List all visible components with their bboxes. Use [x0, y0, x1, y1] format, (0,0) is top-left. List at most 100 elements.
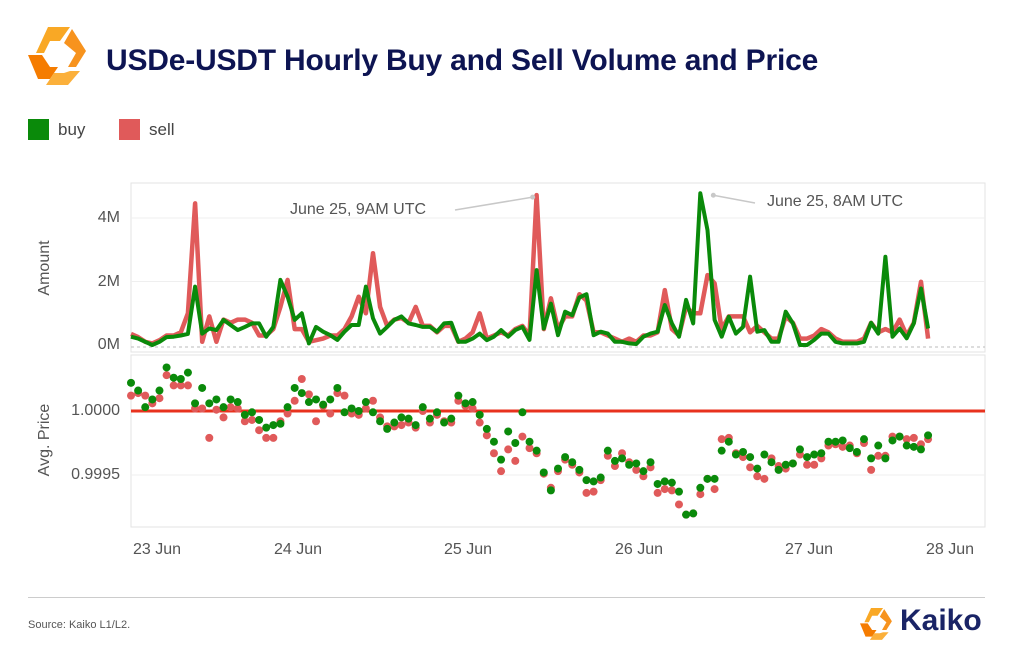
price-dot-sell [155, 394, 164, 403]
price-dot-buy [233, 398, 242, 407]
price-dot-sell [760, 474, 769, 483]
price-dot-buy [368, 408, 377, 417]
x-tick-label: 24 Jun [274, 541, 323, 558]
price-dot-sell [746, 463, 755, 472]
volume-line-buy [130, 191, 931, 347]
price-dot-buy [739, 447, 748, 456]
price-dot-buy [781, 460, 790, 469]
price-dot-buy [340, 408, 349, 417]
price-dot-buy [731, 450, 740, 459]
legend-label-buy: buy [58, 119, 86, 139]
price-dot-buy [539, 468, 548, 477]
price-dot-sell [361, 404, 370, 413]
price-dot-sell [262, 433, 271, 442]
price-dot-sell [340, 391, 349, 400]
price-dot-sell [653, 488, 662, 497]
price-dot-buy [682, 510, 691, 519]
x-tick-label: 26 Jun [615, 541, 664, 558]
price-dot-buy [518, 408, 527, 417]
price-dot-buy [674, 487, 683, 496]
price-dot-buy [653, 479, 662, 488]
price-dot-sell [482, 431, 491, 440]
price-dot-buy [255, 415, 264, 424]
price-dot-buy [240, 410, 249, 419]
price-dot-buy [411, 421, 420, 430]
price-dot-buy [354, 407, 363, 415]
price-dot-buy [155, 386, 164, 395]
price-dot-buy [696, 483, 705, 492]
price-dot-buy [489, 437, 498, 446]
price-dot-buy [361, 398, 370, 407]
y-tick-label: 0M [97, 336, 120, 353]
price-dot-buy [525, 437, 534, 446]
price-dot-sell [141, 391, 150, 400]
annotation-arrow-head [530, 194, 536, 200]
price-dot-buy [262, 423, 271, 432]
annotation-arrow [713, 194, 756, 204]
price-dot-buy [760, 450, 769, 459]
price-dot-buy [532, 446, 541, 455]
price-dot-sell [255, 426, 264, 435]
price-dot-buy [176, 375, 185, 383]
price-dot-buy [703, 474, 712, 483]
x-tick-label: 27 Jun [785, 541, 834, 558]
price-dot-buy [646, 458, 655, 467]
price-dot-sell [667, 486, 676, 495]
price-dot-sell [269, 433, 278, 442]
price-dot-sell [312, 417, 321, 426]
price-dot-buy [383, 424, 392, 433]
price-dot-buy [418, 403, 427, 412]
price-dot-sell [297, 375, 306, 383]
price-dot-buy [134, 386, 143, 395]
price-dot-buy [689, 509, 698, 518]
price-panel-frame [130, 354, 986, 528]
price-dot-buy [219, 403, 228, 412]
price-dot-buy [433, 408, 442, 417]
price-dot-buy [803, 453, 812, 462]
price-dot-sell [468, 404, 477, 413]
price-dot-buy [304, 398, 313, 407]
price-dot-buy [283, 403, 292, 412]
price-dot-sell [183, 381, 192, 390]
price-dot-buy [845, 444, 854, 453]
price-dot-sell [475, 418, 484, 427]
price-dot-buy [639, 467, 648, 476]
legend-item-sell[interactable]: sell [119, 119, 175, 140]
price-dot-buy [916, 445, 925, 454]
price-dot-buy [774, 465, 783, 474]
price-dot-buy [475, 410, 484, 419]
legend-item-buy[interactable]: buy [28, 119, 85, 140]
price-dot-buy [198, 383, 207, 392]
price-dot-buy [162, 363, 171, 372]
price-dot-sell [909, 433, 918, 442]
price-dot-buy [454, 391, 463, 400]
price-dot-buy [788, 459, 797, 468]
price-dot-sell [233, 404, 242, 413]
price-dot-buy [425, 414, 434, 423]
price-dot-buy [568, 458, 577, 467]
price-dot-buy [183, 368, 192, 377]
price-dot-buy [554, 464, 562, 473]
legend-label-sell: sell [149, 119, 175, 139]
price-dot-buy [333, 383, 342, 392]
price-dot-buy [589, 477, 598, 486]
annotation-arrow [454, 196, 533, 211]
price-dot-buy [852, 447, 861, 456]
price-dot-buy [625, 460, 634, 469]
price-dot-buy [838, 436, 847, 445]
price-dot-buy [895, 432, 904, 441]
price-dot-buy [618, 454, 627, 463]
price-dot-buy [867, 454, 876, 463]
price-dot-sell [810, 460, 819, 469]
price-dot-buy [127, 378, 135, 387]
chart-title: USDe-USDT Hourly Buy and Sell Volume and… [106, 44, 819, 77]
price-dot-buy [290, 383, 299, 392]
price-dot-buy [390, 418, 399, 427]
price-dot-sell [660, 485, 669, 494]
price-dot-buy [169, 373, 178, 382]
price-dot-buy [511, 439, 520, 447]
y-axis-label-amount: Amount [36, 240, 53, 296]
price-dot-sell [902, 435, 911, 444]
price-dot-sell [874, 451, 883, 460]
price-dot-buy [881, 454, 890, 463]
